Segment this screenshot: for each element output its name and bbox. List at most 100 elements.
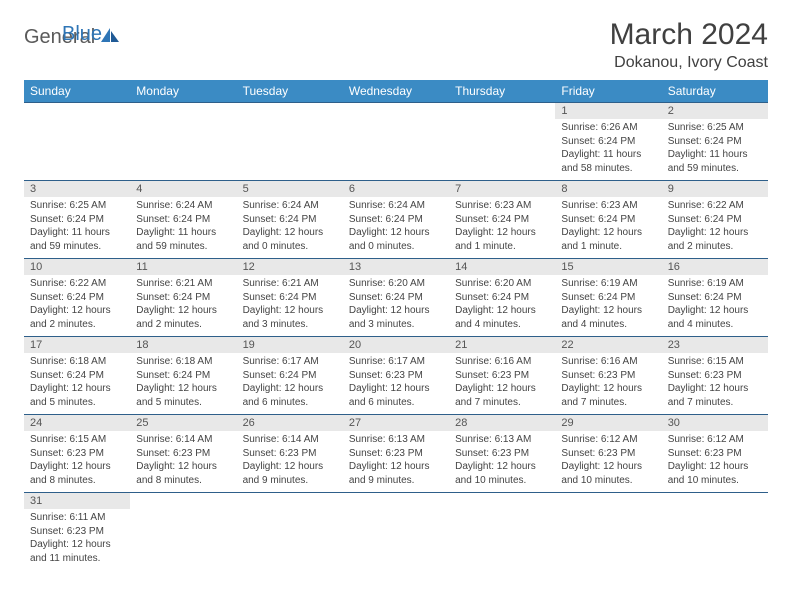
calendar-day-cell: 8Sunrise: 6:23 AMSunset: 6:24 PMDaylight…	[555, 181, 661, 259]
calendar-day-cell: 29Sunrise: 6:12 AMSunset: 6:23 PMDayligh…	[555, 415, 661, 493]
logo-sail-icon	[99, 26, 121, 49]
sunset-line: Sunset: 6:23 PM	[349, 447, 443, 461]
calendar-day-cell: 30Sunrise: 6:12 AMSunset: 6:23 PMDayligh…	[662, 415, 768, 493]
day-details: Sunrise: 6:23 AMSunset: 6:24 PMDaylight:…	[449, 197, 555, 255]
calendar-day-cell: 14Sunrise: 6:20 AMSunset: 6:24 PMDayligh…	[449, 259, 555, 337]
calendar-day-cell: 7Sunrise: 6:23 AMSunset: 6:24 PMDaylight…	[449, 181, 555, 259]
day-number-empty	[130, 103, 236, 119]
calendar-day-cell	[130, 493, 236, 571]
calendar-day-cell: 5Sunrise: 6:24 AMSunset: 6:24 PMDaylight…	[237, 181, 343, 259]
sunset-line: Sunset: 6:23 PM	[136, 447, 230, 461]
day-number-empty	[237, 493, 343, 509]
daylight-line: Daylight: 12 hours and 6 minutes.	[243, 382, 337, 409]
day-number: 20	[343, 337, 449, 353]
calendar-day-cell: 26Sunrise: 6:14 AMSunset: 6:23 PMDayligh…	[237, 415, 343, 493]
calendar-day-cell: 19Sunrise: 6:17 AMSunset: 6:24 PMDayligh…	[237, 337, 343, 415]
sunset-line: Sunset: 6:23 PM	[455, 369, 549, 383]
calendar-day-cell: 1Sunrise: 6:26 AMSunset: 6:24 PMDaylight…	[555, 103, 661, 181]
sunrise-line: Sunrise: 6:20 AM	[455, 277, 549, 291]
logo-text-blue: Blue	[62, 23, 102, 46]
weekday-header: Monday	[130, 80, 236, 103]
calendar-week-row: 24Sunrise: 6:15 AMSunset: 6:23 PMDayligh…	[24, 415, 768, 493]
calendar-day-cell	[130, 103, 236, 181]
sunset-line: Sunset: 6:24 PM	[561, 135, 655, 149]
title-block: March 2024 Dokanou, Ivory Coast	[610, 18, 768, 72]
month-title: March 2024	[610, 18, 768, 52]
day-number: 14	[449, 259, 555, 275]
calendar-day-cell: 28Sunrise: 6:13 AMSunset: 6:23 PMDayligh…	[449, 415, 555, 493]
day-number: 21	[449, 337, 555, 353]
weekday-header: Sunday	[24, 80, 130, 103]
calendar-week-row: 10Sunrise: 6:22 AMSunset: 6:24 PMDayligh…	[24, 259, 768, 337]
logo: General Blue	[24, 26, 123, 49]
calendar-day-cell: 31Sunrise: 6:11 AMSunset: 6:23 PMDayligh…	[24, 493, 130, 571]
day-number: 8	[555, 181, 661, 197]
day-number-empty	[449, 493, 555, 509]
daylight-line: Daylight: 12 hours and 4 minutes.	[455, 304, 549, 331]
calendar-day-cell	[237, 103, 343, 181]
header: General Blue March 2024 Dokanou, Ivory C…	[24, 18, 768, 72]
daylight-line: Daylight: 12 hours and 6 minutes.	[349, 382, 443, 409]
calendar-day-cell: 11Sunrise: 6:21 AMSunset: 6:24 PMDayligh…	[130, 259, 236, 337]
sunrise-line: Sunrise: 6:18 AM	[136, 355, 230, 369]
calendar-day-cell: 17Sunrise: 6:18 AMSunset: 6:24 PMDayligh…	[24, 337, 130, 415]
day-details: Sunrise: 6:24 AMSunset: 6:24 PMDaylight:…	[130, 197, 236, 255]
day-details: Sunrise: 6:17 AMSunset: 6:23 PMDaylight:…	[343, 353, 449, 411]
day-number-empty	[555, 493, 661, 509]
day-number: 9	[662, 181, 768, 197]
calendar-day-cell: 27Sunrise: 6:13 AMSunset: 6:23 PMDayligh…	[343, 415, 449, 493]
calendar-day-cell: 9Sunrise: 6:22 AMSunset: 6:24 PMDaylight…	[662, 181, 768, 259]
daylight-line: Daylight: 12 hours and 2 minutes.	[668, 226, 762, 253]
day-details: Sunrise: 6:24 AMSunset: 6:24 PMDaylight:…	[237, 197, 343, 255]
sunrise-line: Sunrise: 6:26 AM	[561, 121, 655, 135]
day-details: Sunrise: 6:14 AMSunset: 6:23 PMDaylight:…	[130, 431, 236, 489]
day-details: Sunrise: 6:15 AMSunset: 6:23 PMDaylight:…	[662, 353, 768, 411]
sunset-line: Sunset: 6:23 PM	[455, 447, 549, 461]
sunrise-line: Sunrise: 6:22 AM	[668, 199, 762, 213]
day-number: 19	[237, 337, 343, 353]
sunrise-line: Sunrise: 6:20 AM	[349, 277, 443, 291]
sunset-line: Sunset: 6:24 PM	[561, 213, 655, 227]
calendar-day-cell: 12Sunrise: 6:21 AMSunset: 6:24 PMDayligh…	[237, 259, 343, 337]
day-details: Sunrise: 6:21 AMSunset: 6:24 PMDaylight:…	[237, 275, 343, 333]
calendar-day-cell: 15Sunrise: 6:19 AMSunset: 6:24 PMDayligh…	[555, 259, 661, 337]
daylight-line: Daylight: 12 hours and 9 minutes.	[349, 460, 443, 487]
day-number: 15	[555, 259, 661, 275]
day-details: Sunrise: 6:16 AMSunset: 6:23 PMDaylight:…	[555, 353, 661, 411]
day-number: 22	[555, 337, 661, 353]
day-details: Sunrise: 6:19 AMSunset: 6:24 PMDaylight:…	[555, 275, 661, 333]
daylight-line: Daylight: 11 hours and 59 minutes.	[668, 148, 762, 175]
sunrise-line: Sunrise: 6:24 AM	[349, 199, 443, 213]
calendar-week-row: 17Sunrise: 6:18 AMSunset: 6:24 PMDayligh…	[24, 337, 768, 415]
sunset-line: Sunset: 6:23 PM	[668, 447, 762, 461]
daylight-line: Daylight: 12 hours and 10 minutes.	[561, 460, 655, 487]
sunrise-line: Sunrise: 6:16 AM	[455, 355, 549, 369]
day-number: 11	[130, 259, 236, 275]
sunrise-line: Sunrise: 6:13 AM	[455, 433, 549, 447]
weekday-header: Friday	[555, 80, 661, 103]
sunrise-line: Sunrise: 6:17 AM	[243, 355, 337, 369]
day-number: 5	[237, 181, 343, 197]
daylight-line: Daylight: 12 hours and 10 minutes.	[455, 460, 549, 487]
day-details: Sunrise: 6:25 AMSunset: 6:24 PMDaylight:…	[662, 119, 768, 177]
daylight-line: Daylight: 12 hours and 2 minutes.	[136, 304, 230, 331]
sunrise-line: Sunrise: 6:16 AM	[561, 355, 655, 369]
sunset-line: Sunset: 6:24 PM	[30, 213, 124, 227]
day-details: Sunrise: 6:26 AMSunset: 6:24 PMDaylight:…	[555, 119, 661, 177]
day-number: 26	[237, 415, 343, 431]
weekday-header-row: SundayMondayTuesdayWednesdayThursdayFrid…	[24, 80, 768, 103]
day-number-empty	[130, 493, 236, 509]
sunset-line: Sunset: 6:24 PM	[243, 213, 337, 227]
sunrise-line: Sunrise: 6:13 AM	[349, 433, 443, 447]
day-details: Sunrise: 6:24 AMSunset: 6:24 PMDaylight:…	[343, 197, 449, 255]
sunrise-line: Sunrise: 6:15 AM	[30, 433, 124, 447]
calendar-day-cell	[343, 103, 449, 181]
calendar-day-cell	[662, 493, 768, 571]
day-number: 3	[24, 181, 130, 197]
sunrise-line: Sunrise: 6:23 AM	[455, 199, 549, 213]
sunset-line: Sunset: 6:24 PM	[349, 213, 443, 227]
day-number-empty	[343, 103, 449, 119]
calendar-day-cell: 24Sunrise: 6:15 AMSunset: 6:23 PMDayligh…	[24, 415, 130, 493]
day-details: Sunrise: 6:14 AMSunset: 6:23 PMDaylight:…	[237, 431, 343, 489]
daylight-line: Daylight: 12 hours and 5 minutes.	[136, 382, 230, 409]
